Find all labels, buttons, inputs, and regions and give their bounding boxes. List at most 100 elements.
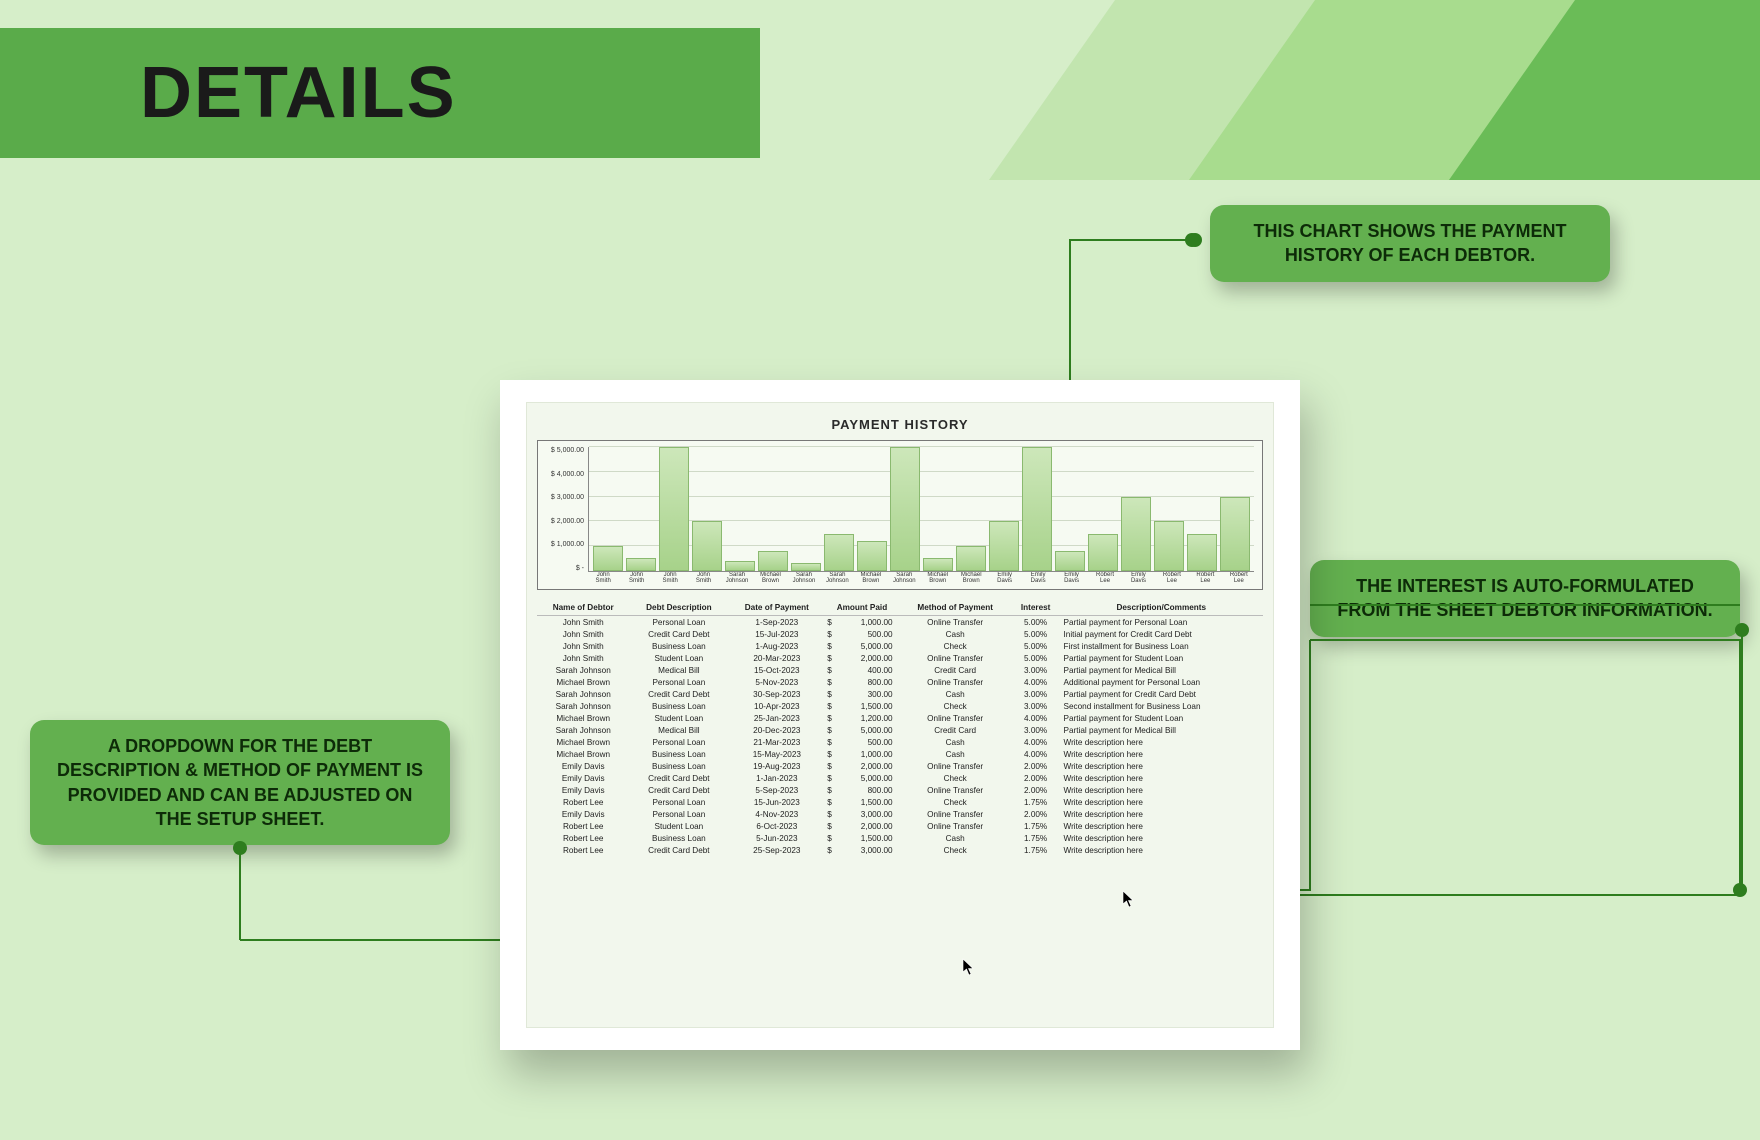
chart-bar	[1055, 551, 1085, 571]
table-cell: 1.75%	[1012, 844, 1060, 856]
callout-interest: THE INTEREST IS AUTO-FORMULATED FROM THE…	[1310, 560, 1740, 637]
table-cell: 5-Nov-2023	[728, 676, 825, 688]
table-cell: Sarah Johnson	[537, 700, 629, 712]
x-tick: MichaelBrown	[755, 572, 785, 585]
table-cell: 500.00	[835, 736, 898, 748]
table-row: Emily DavisCredit Card Debt5-Sep-2023$80…	[537, 784, 1263, 796]
table-row: Sarah JohnsonMedical Bill20-Dec-2023$5,0…	[537, 724, 1263, 736]
table-cell: $	[825, 832, 835, 844]
chart-bar	[1187, 534, 1217, 571]
y-tick: $ 2,000.00	[546, 518, 584, 525]
table-row: Michael BrownBusiness Loan15-May-2023$1,…	[537, 748, 1263, 760]
title-banner: DETAILS	[0, 28, 760, 158]
table-cell: $	[825, 796, 835, 808]
table-cell: Business Loan	[629, 748, 728, 760]
callout-chart: THIS CHART SHOWS THE PAYMENT HISTORY OF …	[1210, 205, 1610, 282]
table-cell: 1,500.00	[835, 700, 898, 712]
table-cell: John Smith	[537, 652, 629, 664]
table-cell: Online Transfer	[899, 616, 1012, 629]
table-cell: Partial payment for Medical Bill	[1060, 664, 1264, 676]
table-cell: 800.00	[835, 676, 898, 688]
table-row: Sarah JohnsonBusiness Loan10-Apr-2023$1,…	[537, 700, 1263, 712]
callout-dropdown: A DROPDOWN FOR THE DEBT DESCRIPTION & ME…	[30, 720, 450, 845]
table-row: Sarah JohnsonMedical Bill15-Oct-2023$400…	[537, 664, 1263, 676]
y-tick: $ 3,000.00	[546, 494, 584, 501]
x-tick: MichaelBrown	[923, 572, 953, 585]
chart-bar	[857, 541, 887, 571]
table-cell: 300.00	[835, 688, 898, 700]
table-cell: 1,000.00	[835, 616, 898, 629]
table-cell: Michael Brown	[537, 748, 629, 760]
table-cell: Robert Lee	[537, 832, 629, 844]
table-cell: Student Loan	[629, 652, 728, 664]
x-tick: MichaelBrown	[856, 572, 886, 585]
table-cell: 4.00%	[1012, 736, 1060, 748]
table-cell: $	[825, 664, 835, 676]
y-tick: $ 4,000.00	[546, 471, 584, 478]
table-cell: Business Loan	[629, 760, 728, 772]
spreadsheet-inner: PAYMENT HISTORY $ 5,000.00$ 4,000.00$ 3,…	[526, 402, 1274, 1028]
table-cell: Sarah Johnson	[537, 664, 629, 676]
table-cell: Sarah Johnson	[537, 688, 629, 700]
table-cell: 25-Jan-2023	[728, 712, 825, 724]
table-cell: 5,000.00	[835, 724, 898, 736]
table-cell: Write description here	[1060, 820, 1264, 832]
table-cell: 1,200.00	[835, 712, 898, 724]
table-cell: 1-Sep-2023	[728, 616, 825, 629]
table-cell: Write description here	[1060, 784, 1264, 796]
chart-bar	[989, 521, 1019, 571]
x-tick: EmilyDavis	[1123, 572, 1153, 585]
table-cell: Cash	[899, 628, 1012, 640]
x-tick: SarahJohnson	[822, 572, 852, 585]
table-row: John SmithBusiness Loan1-Aug-2023$5,000.…	[537, 640, 1263, 652]
table-cell: Robert Lee	[537, 844, 629, 856]
x-tick: SarahJohnson	[722, 572, 752, 585]
table-cell: Business Loan	[629, 832, 728, 844]
x-tick: EmilyDavis	[1056, 572, 1086, 585]
x-tick: EmilyDavis	[989, 572, 1019, 585]
table-cell: $	[825, 724, 835, 736]
chart-bar	[1154, 521, 1184, 571]
table-cell: Credit Card	[899, 724, 1012, 736]
chart-bar	[692, 521, 722, 571]
x-tick: SarahJohnson	[789, 572, 819, 585]
chart-bar	[626, 558, 656, 570]
table-cell: 4.00%	[1012, 676, 1060, 688]
table-cell: Write description here	[1060, 772, 1264, 784]
table-cell: 3.00%	[1012, 724, 1060, 736]
table-row: Robert LeePersonal Loan15-Jun-2023$1,500…	[537, 796, 1263, 808]
payment-history-chart: $ 5,000.00$ 4,000.00$ 3,000.00$ 2,000.00…	[537, 440, 1263, 590]
table-cell: Online Transfer	[899, 760, 1012, 772]
table-cell: Partial payment for Student Loan	[1060, 652, 1264, 664]
table-cell: Credit Card Debt	[629, 844, 728, 856]
table-cell: Write description here	[1060, 832, 1264, 844]
table-cell: 2.00%	[1012, 808, 1060, 820]
table-cell: Robert Lee	[537, 796, 629, 808]
table-column-header: Description/Comments	[1060, 600, 1264, 616]
table-cell: 1-Jan-2023	[728, 772, 825, 784]
table-cell: Additional payment for Personal Loan	[1060, 676, 1264, 688]
table-cell: Personal Loan	[629, 616, 728, 629]
x-tick: RobertLee	[1190, 572, 1220, 585]
table-cell: Online Transfer	[899, 652, 1012, 664]
chart-bar	[758, 551, 788, 571]
table-row: Sarah JohnsonCredit Card Debt30-Sep-2023…	[537, 688, 1263, 700]
table-cell: 20-Mar-2023	[728, 652, 825, 664]
table-cell: Emily Davis	[537, 808, 629, 820]
table-cell: Personal Loan	[629, 796, 728, 808]
x-tick: SarahJohnson	[889, 572, 919, 585]
table-cell: Medical Bill	[629, 724, 728, 736]
table-cell: Online Transfer	[899, 712, 1012, 724]
table-cell: $	[825, 652, 835, 664]
table-cell: 3,000.00	[835, 844, 898, 856]
table-cell: 19-Aug-2023	[728, 760, 825, 772]
chart-bar	[791, 563, 821, 570]
table-cell: 3,000.00	[835, 808, 898, 820]
table-row: Emily DavisCredit Card Debt1-Jan-2023$5,…	[537, 772, 1263, 784]
table-cell: $	[825, 616, 835, 629]
table-cell: John Smith	[537, 628, 629, 640]
table-cell: Partial payment for Personal Loan	[1060, 616, 1264, 629]
table-cell: 2.00%	[1012, 772, 1060, 784]
table-cell: 3.00%	[1012, 700, 1060, 712]
chart-bar	[890, 447, 920, 571]
